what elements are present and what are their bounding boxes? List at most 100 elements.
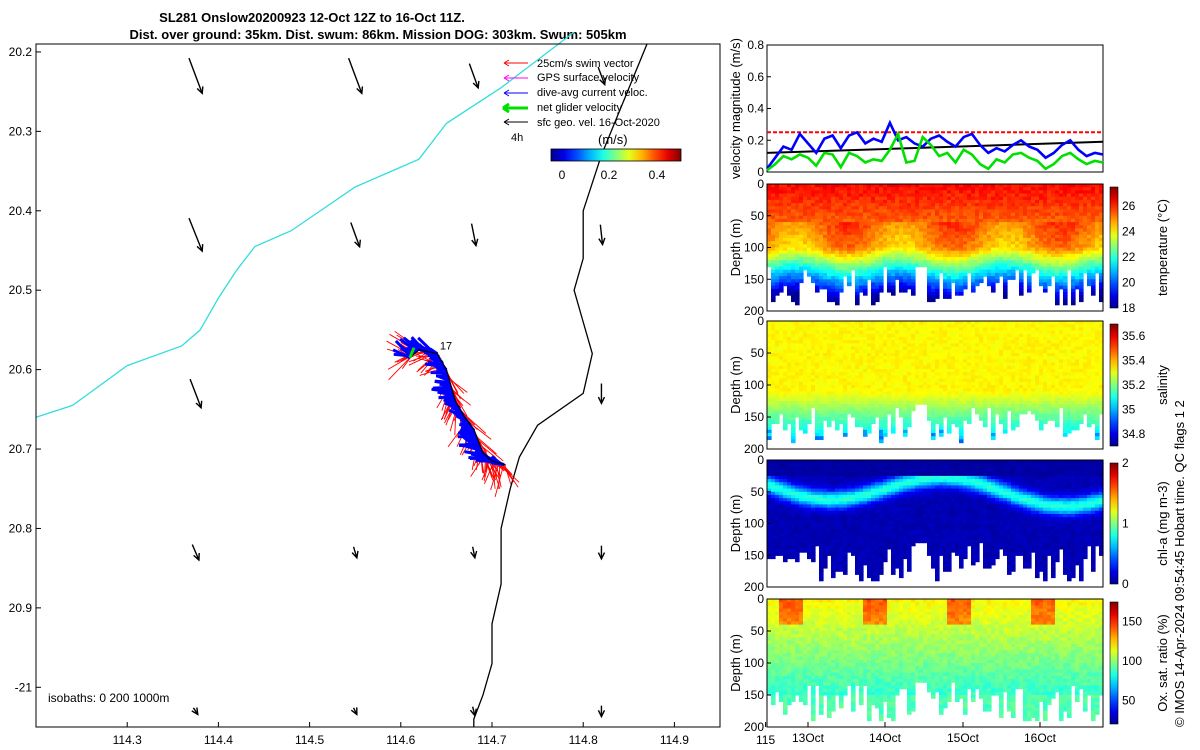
salinity-ytick-label: 0 <box>757 314 764 328</box>
salinity-ytick-label: 100 <box>744 378 764 392</box>
salinity-ytick-label: 150 <box>744 410 764 424</box>
temperature-colorbar <box>1109 186 1119 309</box>
glider-track-line <box>409 349 506 466</box>
geo-velocity-arrow <box>470 546 478 560</box>
oxygen-colorbar <box>1109 601 1119 725</box>
map-colorbar-label: (m/s) <box>598 132 628 147</box>
temperature-ytick-label: 50 <box>751 209 765 223</box>
swim-vector <box>483 461 495 485</box>
map-colorbar: 0 0.2 0.4 <box>550 148 682 182</box>
salinity-colorbar <box>1109 323 1119 447</box>
map-xtick-label: 114.7 <box>477 733 506 747</box>
velocity-ytick-label: 0.6 <box>747 70 764 84</box>
map-ytick-label: 20.8 <box>9 521 33 535</box>
map-colorbar-tick-0: 0 <box>559 168 566 182</box>
geo-velocity-arrow <box>188 217 204 253</box>
velocity-ytick-label: 0.8 <box>747 38 764 52</box>
map-ytick-label: 20.6 <box>9 363 33 377</box>
velocity-series-line <box>765 119 1104 170</box>
swim-vector <box>477 439 504 462</box>
geo-velocity-arrow <box>351 546 359 560</box>
velocity-ytick-label: 0.2 <box>747 133 764 147</box>
salinity-ylabel: Depth (m) <box>728 356 743 414</box>
chla-ytick-label: 0 <box>757 453 764 467</box>
velocity-ytick-label: 0.4 <box>747 102 764 116</box>
salinity-colorbar-tick: 35.2 <box>1122 378 1146 392</box>
map-legend: 25cm/s swim vector GPS surface velocity … <box>502 58 660 147</box>
swim-vector <box>498 463 501 489</box>
swim-vector <box>388 357 411 381</box>
current-vector <box>429 356 448 371</box>
legend-sfc-geo-head <box>503 118 510 126</box>
temperature-heatmap-cells <box>767 184 1104 306</box>
swim-vector <box>476 436 497 455</box>
swim-vector <box>452 390 472 406</box>
oxygen-ytick-label: 50 <box>751 624 765 638</box>
map-ytick-label: 20.5 <box>9 283 33 297</box>
salinity-colorbar-label: salinity <box>1155 365 1170 405</box>
current-vector <box>435 364 448 373</box>
swim-vector <box>494 464 505 498</box>
oxygen-ytick-label: 0 <box>757 592 764 606</box>
chla-ylabel: Depth (m) <box>728 495 743 553</box>
oxygen-colorbar-label: Ox. sat. ratio (%) <box>1155 614 1170 712</box>
isobath-0m-line <box>35 31 575 418</box>
salinity-colorbar-tick: 35 <box>1122 402 1136 416</box>
current-vector <box>457 431 478 439</box>
map-x-axis: 114.3 114.4 114.5 114.6 114.7 114.8 114.9 115 <box>113 722 775 747</box>
map-ytick-label: -21 <box>15 680 33 694</box>
oxygen-colorbar-tick: 100 <box>1122 654 1142 668</box>
map-ytick-label: 20.9 <box>9 601 33 615</box>
legend-dive-current-head <box>503 89 510 97</box>
geo-velocity-arrow <box>350 707 358 716</box>
temperature-ytick-label: 100 <box>744 241 764 255</box>
map-colorbar-tick-1: 0.2 <box>601 168 618 182</box>
map-ytick-label: 20.2 <box>9 45 33 59</box>
oxygen-colorbar-tick: 150 <box>1122 615 1142 629</box>
swim-vector <box>495 461 502 488</box>
chla-ytick-label: 200 <box>744 580 764 594</box>
map-colorbar-frame <box>550 148 682 162</box>
legend-gps-velocity-head <box>503 74 510 82</box>
velocity-ylabel: velocity magnitude (m/s) <box>728 38 743 179</box>
credit-line: © IMOS 14-Apr-2024 09:54:45 Hobart time.… <box>1172 400 1187 727</box>
geo-velocity-arrow <box>470 223 479 248</box>
chla-heatmap-cells <box>767 460 1104 582</box>
geo-velocity-arrow <box>347 57 364 95</box>
time-xtick-label: 14Oct <box>869 731 902 745</box>
chla-colorbar-label: chl-a (mg m-3) <box>1155 481 1170 566</box>
swim-vector <box>448 376 465 394</box>
map-glider-track: 17 <box>386 330 520 498</box>
geo-velocity-arrow <box>598 224 606 247</box>
map-xtick-label: 114.9 <box>660 733 689 747</box>
oxygen-ylabel: Depth (m) <box>728 634 743 692</box>
velocity-ytick-label: 0 <box>757 165 764 179</box>
swim-vector <box>461 411 487 434</box>
map-xtick-label: 114.6 <box>386 733 415 747</box>
swim-vector <box>453 394 464 406</box>
temperature-ylabel: Depth (m) <box>728 219 743 277</box>
legend-time-label: 4h <box>511 132 523 144</box>
geo-velocity-arrow <box>189 378 203 410</box>
oxygen-ytick-label: 200 <box>744 720 764 734</box>
current-vector <box>431 387 453 394</box>
geo-velocity-arrow <box>597 705 606 719</box>
map-geo-vectors <box>188 57 607 719</box>
chla-colorbar <box>1109 462 1119 585</box>
geo-velocity-arrow <box>188 57 204 95</box>
legend-swim-vector-head <box>503 59 510 67</box>
oxygen-colorbar-tick: 50 <box>1122 693 1136 707</box>
swim-vector <box>479 444 497 459</box>
oxygen-heatmap-cells <box>767 599 1104 722</box>
map-colorbar-fill <box>551 149 681 161</box>
temperature-colorbar-tick: 24 <box>1122 225 1136 239</box>
oxygen-ytick-label: 150 <box>744 688 764 702</box>
map-xtick-label: 114.8 <box>569 733 598 747</box>
legend-net-velocity-head <box>502 102 510 114</box>
geo-velocity-arrow <box>350 222 362 249</box>
chla-ytick-label: 50 <box>751 485 765 499</box>
current-vector <box>432 363 450 379</box>
chla-colorbar-tick: 2 <box>1122 456 1129 470</box>
temperature-colorbar-label: temperature (°C) <box>1155 199 1170 296</box>
